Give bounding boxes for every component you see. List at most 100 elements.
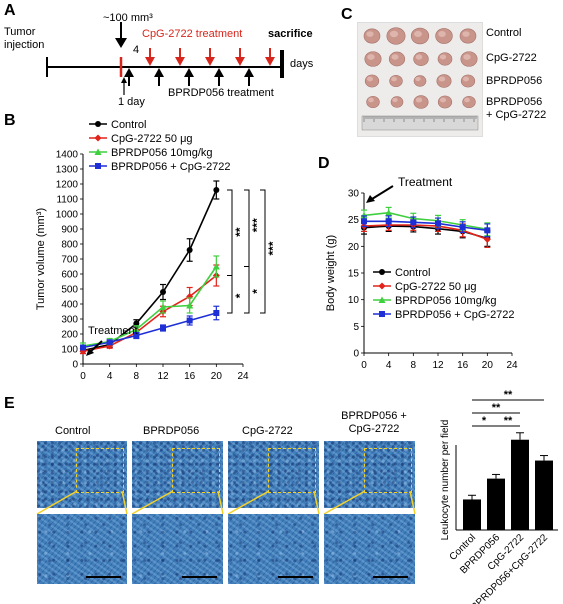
tumor-highlight (415, 54, 423, 60)
y-tick-label: 0 (72, 360, 78, 371)
significance-label: *** (250, 218, 264, 232)
legend-label: Control (111, 119, 146, 131)
data-point (435, 220, 441, 227)
tumor-highlight (392, 97, 398, 103)
y-tick-label: 600 (61, 270, 78, 281)
legend-marker (95, 121, 101, 127)
series-line-3 (363, 211, 488, 231)
panel-letter-b: B (4, 112, 16, 129)
tumor-highlight (391, 54, 399, 60)
tumor-photo (357, 22, 483, 137)
treatment-arrow (89, 340, 103, 353)
x-tick-label: 4 (386, 360, 392, 371)
data-point (213, 187, 220, 193)
significance-label: * (482, 415, 487, 427)
scale-bar-bprdp (182, 576, 217, 578)
timeline-sacrifice: sacrifice (268, 28, 313, 40)
photo-label-bprdp: BPRDP056 (486, 75, 543, 87)
panel-letter-c: C (341, 6, 353, 23)
legend-marker (379, 311, 385, 317)
cpg-arrow-head-icon (175, 57, 185, 66)
legend-label: Control (395, 267, 430, 279)
timeline-volume-note: ~100 mm³ (103, 12, 153, 24)
bar-3 (511, 439, 529, 530)
y-axis-label: Tumor volume (mm³) (35, 208, 47, 310)
bprdp-arrow-head-icon (154, 68, 164, 77)
y-tick-label: 700 (61, 255, 78, 266)
data-point (385, 209, 393, 216)
tumor-highlight (391, 76, 397, 82)
y-axis-label: Body weight (g) (325, 235, 337, 311)
significance-bracket (260, 189, 266, 314)
tumor-highlight (439, 54, 447, 60)
data-point (459, 224, 466, 231)
legend-label: BPRDP056 + CpG-2722 (111, 161, 231, 173)
data-point (385, 218, 392, 225)
photo-label-cpg: CpG-2722 (486, 52, 537, 64)
x-tick-label: 20 (211, 371, 223, 382)
histo-bprdp-overview (132, 441, 223, 508)
significance-bracket (227, 275, 233, 314)
data-point (133, 332, 140, 339)
tumor-highlight (464, 97, 470, 103)
timeline-bprdp-treatment: BPRDP056 treatment (168, 87, 274, 99)
legend-marker (379, 269, 385, 275)
bprdp-arrow-head-icon (124, 68, 134, 77)
y-tick-label: 800 (61, 240, 78, 251)
data-point (132, 326, 140, 333)
treatment-label: Treatment (88, 325, 138, 337)
y-tick-label: 1200 (56, 180, 79, 191)
histo-cpg-zoom (228, 514, 319, 584)
significance-label: ** (492, 402, 501, 414)
x-tick-label: 0 (80, 371, 86, 382)
y-axis-label: Leukocyte number per field (440, 420, 451, 541)
tumor-highlight (415, 97, 423, 103)
y-tick-label: 25 (348, 215, 360, 226)
zoom-region-bprdp (172, 448, 220, 493)
x-tick-label: 12 (432, 360, 444, 371)
histo-combo-overview (324, 441, 415, 508)
treatment-label: Treatment (398, 175, 453, 189)
series-line-4 (364, 220, 488, 232)
tumor-highlight (414, 30, 422, 38)
data-point (360, 211, 368, 219)
bprdp-arrow-head-icon (244, 68, 254, 77)
tumor-highlight (367, 54, 375, 60)
y-tick-label: 15 (348, 269, 360, 280)
scale-bar-control (86, 576, 121, 578)
bprdp-arrow-head-icon (184, 68, 194, 77)
tumor-highlight (366, 31, 374, 37)
timeline-tumor-injection: Tumor injection (4, 26, 45, 51)
y-tick-label: 20 (348, 242, 360, 253)
scale-bar-combo (373, 576, 408, 578)
data-point (133, 320, 140, 327)
bar-4 (535, 460, 553, 530)
histo-label-bprdp: BPRDP056 (143, 425, 200, 437)
x-tick-label: 4 (107, 371, 113, 382)
legend-marker (378, 296, 386, 303)
x-tick-label: 8 (134, 371, 140, 382)
x-tick-label: 20 (482, 360, 494, 371)
tumor-highlight (368, 97, 374, 103)
y-tick-label: 1400 (56, 150, 79, 161)
y-tick-label: 1100 (56, 195, 78, 206)
cpg-arrow-head-icon (145, 57, 155, 66)
data-point (186, 247, 193, 253)
data-point (212, 263, 220, 270)
significance-bracket (244, 266, 250, 314)
panel-letter-a: A (4, 2, 16, 19)
zoom-region-control (76, 448, 124, 493)
significance-label: *** (266, 241, 280, 255)
bar-1 (463, 499, 481, 530)
legend-marker (95, 163, 101, 169)
legend-label: BPRDP056 10mg/kg (395, 295, 497, 307)
histo-bprdp-zoom (132, 514, 223, 584)
bprdp-arrow-head-icon (214, 68, 224, 77)
treatment-arrow-icon (86, 348, 94, 356)
tumor-highlight (462, 76, 470, 82)
y-tick-label: 1300 (56, 165, 79, 176)
y-tick-label: 300 (61, 315, 78, 326)
